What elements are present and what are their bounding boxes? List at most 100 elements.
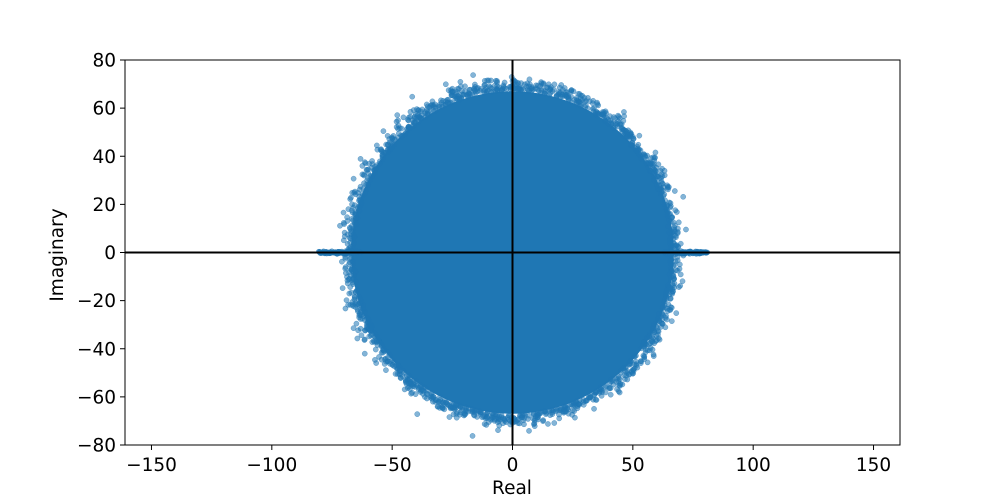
scatter-point [365,170,372,176]
scatter-point [361,337,368,343]
scatter-point [610,125,617,132]
y-axis-label: Imaginary [47,208,68,301]
scatter-point [399,133,406,139]
scatter-point [456,411,463,418]
scatter-point [654,173,660,179]
scatter-point [345,301,352,308]
scatter-point [355,327,361,334]
scatter-point [558,82,565,88]
scatter-point [654,182,660,189]
scatter-point [672,258,679,265]
scatter-point [641,353,648,360]
scatter-point [373,142,380,149]
scatter-point [584,105,591,112]
y-tick-label: 80 [92,51,116,72]
scatter-point [495,418,502,424]
scatter-point [449,99,456,106]
x-tick-label: 0 [507,455,519,476]
scatter-point [462,411,469,417]
scatter-point [674,267,681,274]
scatter-point [569,407,576,414]
scatter-point [618,369,624,376]
scatter-point [599,389,605,396]
reference-lines [125,60,900,445]
scatter-point [494,86,500,92]
scatter-point [350,175,357,182]
scatter-point [474,414,480,420]
scatter-point [365,316,372,323]
scatter-point [636,132,643,139]
scatter-point [460,92,467,98]
scatter-point [418,112,425,118]
scatter-point [531,423,538,429]
scatter-point [471,86,477,93]
scatter-point [640,339,647,346]
scatter-point [661,191,668,198]
scatter-point [354,189,361,196]
scatter-point [345,276,352,283]
scatter-point [537,410,544,417]
y-axis: −80 −60 −40 −20 0 20 40 60 80 [77,51,125,457]
scatter-point [591,391,598,398]
scatter-point [453,401,459,408]
scatter-point [525,88,532,95]
scatter-point [378,356,385,363]
scatter-point [572,414,578,421]
scatter-point [369,158,375,164]
scatter-point [659,173,666,180]
scatter-point [673,310,680,316]
scatter-point [653,337,660,343]
scatter-point [388,144,395,151]
scatter-point [677,282,684,289]
scatter-point [394,371,401,377]
scatter-point [541,408,548,414]
scatter-point [351,202,358,209]
scatter-point [410,380,417,387]
scatter-point [477,87,484,94]
scatter-point [515,420,521,426]
scatter-point [446,414,453,420]
scatter-point [672,207,679,214]
scatter-point [675,219,682,226]
scatter-point [368,322,375,329]
scatter-point [518,86,525,92]
scatter-point [340,219,347,226]
scatter-point [379,342,385,348]
scatter-point [339,285,346,291]
y-tick-label: −20 [77,291,116,312]
scatter-point [607,391,614,398]
scatter-point [379,151,386,158]
scatter-point [457,96,463,103]
scatter-point [506,413,513,419]
scatter-point [638,358,645,365]
scatter-point [354,287,360,294]
scatter-point [353,215,360,221]
scatter-point [395,122,402,129]
x-axis-label: Real [492,478,532,499]
scatter-point [637,147,644,154]
scatter-point [660,304,666,311]
scatter-point [602,384,609,391]
scatter-point [663,290,670,296]
scatter-point [683,226,689,233]
scatter-point [358,312,365,318]
x-tick-label: −100 [246,455,297,476]
scatter-point [666,229,672,236]
scatter-point [672,228,678,235]
scatter-point [593,397,600,403]
scatter-point [671,188,678,194]
scatter-point [354,335,361,342]
scatter-point [419,106,426,113]
scatter-point [340,209,347,216]
scatter-point [545,421,551,427]
scatter-point [638,155,645,162]
scatter-point [346,290,353,297]
scatter-point [500,84,507,90]
scatter-point [354,306,361,313]
scatter-point [633,361,639,368]
scatter-point [638,345,645,352]
scatter-point [399,373,406,379]
scatter-point [351,294,358,301]
scatter-point [664,182,671,189]
scatter-point [651,169,657,176]
